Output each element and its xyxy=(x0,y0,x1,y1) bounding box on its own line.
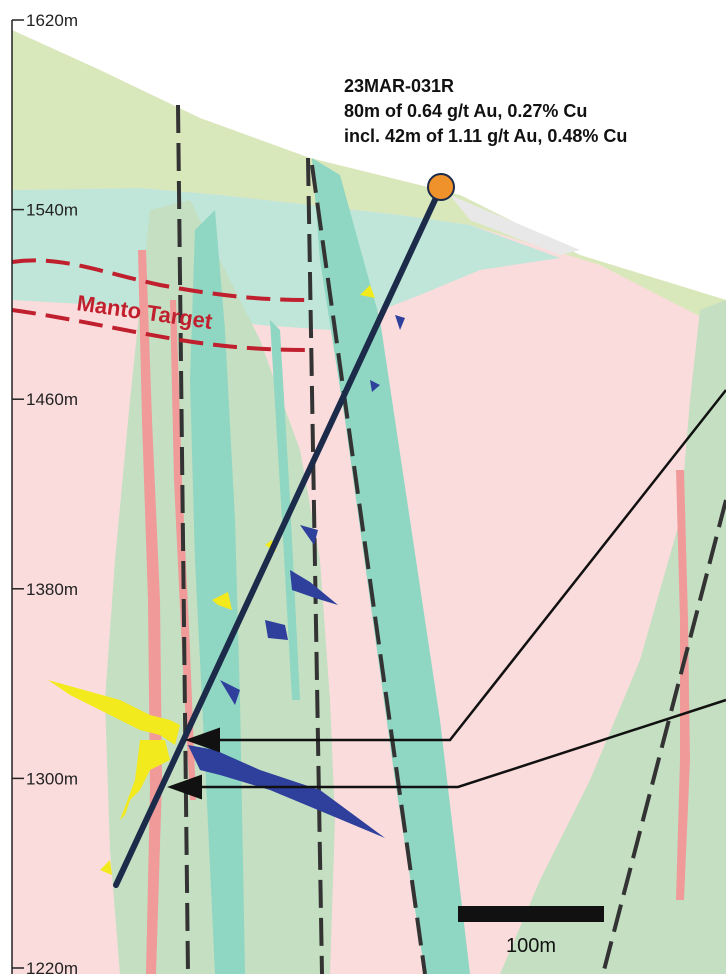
elevation-label: 1460m xyxy=(26,390,78,409)
elevation-label: 1220m xyxy=(26,959,78,974)
cu-histogram xyxy=(188,315,405,838)
elevation-ticks: 1620m 1540m 1460m 1380m 1300m 1220m xyxy=(12,11,78,974)
fault-1 xyxy=(176,104,190,974)
fault-2 xyxy=(306,157,324,974)
sky-area xyxy=(12,0,726,300)
drillhole-intercept: 80m of 0.64 g/t Au, 0.27% Cu xyxy=(344,101,587,121)
red-vein-3 xyxy=(676,470,690,900)
drillhole-collar xyxy=(427,173,455,201)
overburden-unit xyxy=(12,30,726,330)
drillhole-including: incl. 42m of 1.11 g/t Au, 0.48% Cu xyxy=(344,126,627,146)
fault-4 xyxy=(601,499,726,974)
au-histogram xyxy=(48,285,375,875)
callout-upper xyxy=(185,389,726,753)
grey-sliver xyxy=(450,195,580,255)
scale-bar-label: 100m xyxy=(506,935,556,957)
manto-target-lower xyxy=(11,308,311,352)
drillhole-name: 23MAR-031R xyxy=(344,76,454,96)
callout-lower xyxy=(167,698,726,800)
fault-3 xyxy=(310,164,427,974)
teal-dyke-right xyxy=(312,158,470,974)
teal-dyke-left xyxy=(190,210,245,974)
scale-bar xyxy=(458,906,604,922)
elevation-label: 1300m xyxy=(26,769,78,788)
elevation-label: 1620m xyxy=(26,11,78,30)
elevation-label: 1540m xyxy=(26,201,78,220)
teal-sliver xyxy=(270,320,300,700)
elevation-label: 1380m xyxy=(26,580,78,599)
drillhole-trace xyxy=(113,184,444,888)
green-unit-right xyxy=(500,300,726,974)
manto-target-upper xyxy=(11,258,311,302)
